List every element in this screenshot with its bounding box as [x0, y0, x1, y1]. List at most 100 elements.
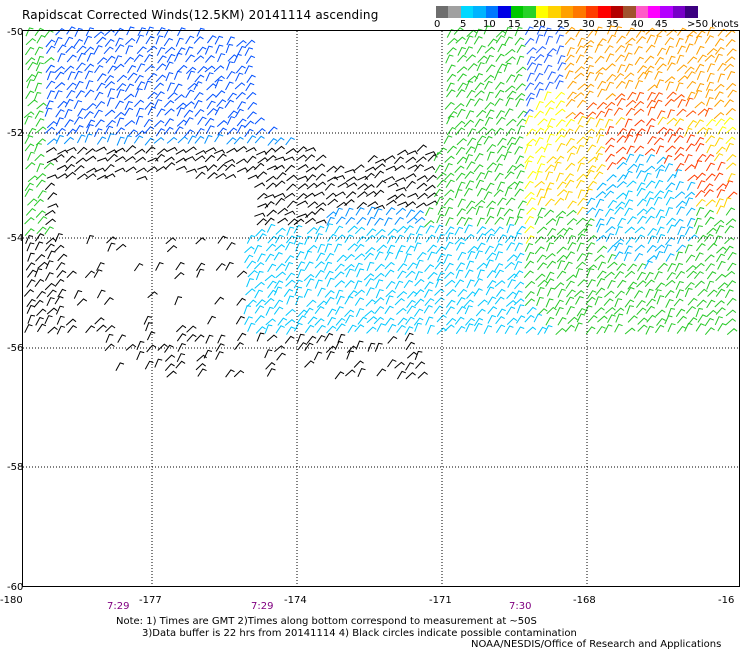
wind-barb: [405, 362, 415, 371]
wind-barb: [55, 305, 65, 315]
wind-barb: [184, 129, 194, 138]
wind-barb: [504, 171, 515, 180]
wind-barb: [614, 323, 623, 333]
wind-barb: [675, 82, 684, 92]
wind-barb: [85, 80, 94, 90]
wind-barb: [115, 127, 125, 136]
wind-barb: [684, 66, 695, 75]
wind-barb: [244, 47, 254, 57]
wind-barb: [266, 182, 277, 190]
wind-barb: [456, 66, 468, 74]
wind-barb: [193, 55, 205, 63]
wind-barb: [273, 251, 283, 261]
wind-barb: [633, 45, 643, 55]
wind-barb: [664, 76, 676, 84]
wind-barb: [557, 316, 567, 326]
wind-barb: [396, 307, 407, 315]
wind-barb: [26, 79, 35, 89]
wind-barb: [93, 109, 103, 119]
wind-barb: [545, 107, 554, 116]
wind-barb: [695, 63, 705, 73]
wind-barb: [245, 82, 255, 92]
wind-barb: [575, 295, 584, 305]
wind-barb: [535, 101, 544, 111]
wind-barb: [506, 242, 516, 251]
wind-barb: [143, 118, 153, 128]
wind-barb: [204, 154, 215, 163]
wind-barb: [225, 43, 234, 54]
wind-barb: [485, 54, 494, 64]
wind-barb: [64, 109, 73, 119]
wind-barb: [476, 226, 487, 235]
wind-barb: [633, 133, 643, 143]
wind-barb: [276, 352, 286, 361]
wind-barb: [344, 309, 355, 318]
wind-barb: [235, 315, 245, 325]
wind-barb: [524, 314, 535, 323]
wind-barb: [513, 232, 522, 242]
wind-barb: [154, 153, 165, 162]
wind-barb: [355, 207, 365, 216]
wind-barb: [416, 175, 428, 181]
wind-barb: [205, 334, 214, 344]
wind-barb: [654, 35, 662, 45]
wind-barb: [24, 135, 34, 144]
wind-barb: [44, 126, 56, 134]
wind-barb: [385, 165, 397, 171]
wind-barb: [534, 180, 545, 188]
wind-barb: [445, 54, 454, 64]
wind-barb: [506, 118, 517, 126]
wind-barb: [466, 29, 477, 37]
wind-barb: [105, 119, 116, 128]
wind-barb: [493, 189, 504, 197]
wind-barb: [167, 92, 178, 100]
colorbar-swatch: [660, 6, 673, 18]
wind-barb: [164, 363, 175, 372]
wind-barb: [676, 64, 688, 72]
wind-barb: [676, 206, 685, 216]
wind-barb: [424, 219, 435, 228]
wind-barb: [376, 323, 386, 332]
wind-barb: [334, 263, 345, 272]
wind-barb: [665, 237, 675, 246]
wind-barb: [675, 289, 684, 299]
wind-barb: [284, 241, 294, 251]
wind-barb: [626, 128, 636, 137]
wind-barb: [53, 153, 65, 161]
wind-barb: [454, 316, 465, 325]
wind-barb: [596, 270, 607, 279]
wind-barb: [277, 207, 289, 215]
wind-barb: [533, 313, 543, 323]
wind-barb: [605, 233, 615, 242]
wind-barb: [505, 197, 516, 206]
wind-barb: [226, 241, 236, 251]
wind-barb: [565, 70, 574, 80]
wind-barb: [455, 325, 466, 335]
wind-barb: [477, 269, 485, 279]
wind-barb: [624, 43, 633, 53]
wind-barb: [225, 173, 237, 180]
wind-barb: [607, 244, 617, 253]
wind-barb: [356, 268, 365, 278]
wind-barb: [76, 298, 88, 306]
wind-barb: [27, 198, 38, 206]
wind-barb: [297, 269, 305, 279]
wind-barb: [36, 323, 47, 333]
wind-barb: [604, 101, 616, 110]
wind-barb: [703, 183, 714, 192]
wind-barb: [524, 280, 536, 289]
wind-barb: [405, 156, 417, 164]
wind-barb: [595, 287, 606, 296]
wind-barb: [484, 215, 495, 225]
wind-barb: [113, 55, 123, 65]
colorbar-label: 0: [434, 19, 441, 30]
wind-barb: [635, 128, 646, 136]
wind-barb: [465, 180, 475, 189]
wind-barb: [466, 89, 476, 99]
wind-barb: [335, 216, 346, 225]
wind-barb: [514, 216, 523, 226]
wind-barb: [725, 126, 737, 134]
wind-barb: [54, 90, 63, 100]
wind-barb: [384, 317, 395, 326]
wind-barb: [704, 327, 715, 336]
